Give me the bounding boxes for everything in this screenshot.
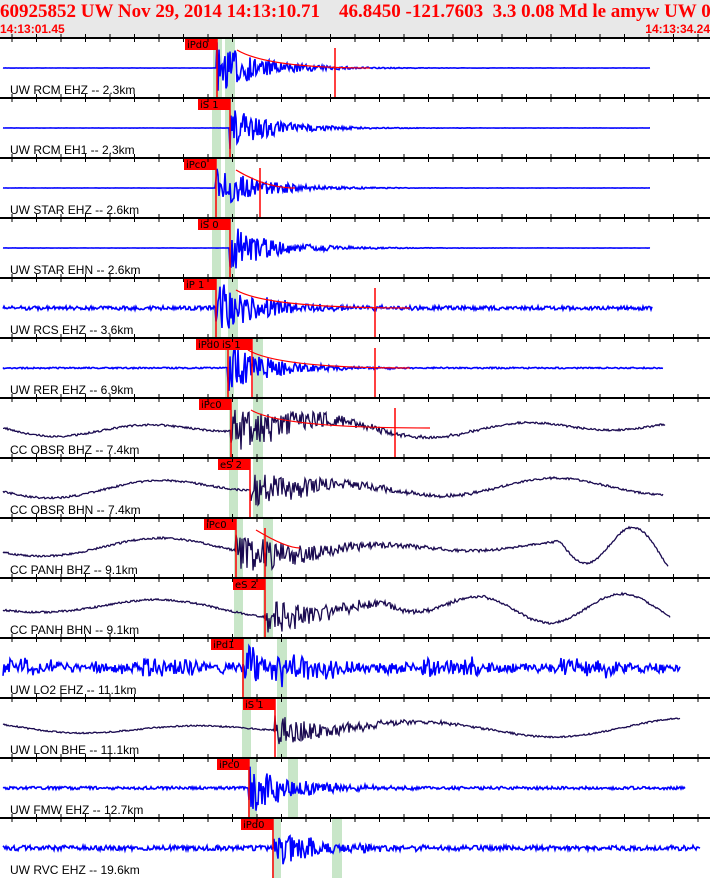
pick-label: iS 1 [222,340,241,351]
waveform-trace [2,42,651,91]
s-window [332,818,342,878]
station-label: UW STAR EHZ -- 2.6km [10,203,139,217]
station-label: UW RCM EH1 -- 2.3km [10,143,135,157]
waveform-trace [2,834,701,865]
pick-label-box [199,399,231,410]
waveform-trace [2,715,681,745]
s-window [263,578,273,638]
coda-fit-line [235,289,411,309]
p-window [234,578,243,638]
start-time: 14:13:01.45 [0,22,65,36]
station-label: CC OBSR BHZ -- 7.4km [10,443,139,457]
pick-label: iPc0 [206,520,227,531]
waveform-trace [2,344,664,391]
station-label: UW RCM EHZ -- 2.3km [10,83,135,97]
station-label: UW RCS EHZ -- 3.6km [10,323,133,337]
s-window [277,638,287,698]
coda-fit-line [236,49,371,69]
station-label: UW STAR EHN -- 2.6km [10,263,140,277]
station-label: CC OBSR BHN -- 7.4km [10,503,141,517]
pick-label: iPc0 [219,760,240,771]
station-label: CC PANH BHN -- 9.1km [10,623,139,637]
waveform-trace [2,766,686,811]
p-window [234,518,243,578]
pick-label: iPd0 [243,820,265,831]
pick-label-box [185,39,217,50]
station-label: UW LON BHE -- 11.1km [10,743,139,757]
waveform-trace [2,168,650,204]
pick-label-box [184,279,216,290]
header-bar: 60925852 UW Nov 29, 2014 14:13:10.71 46.… [0,0,710,38]
station-label: CC PANH BHZ -- 9.1km [10,563,138,577]
pick-label: iS 1 [200,100,219,111]
end-time: 14:13:34.24 [645,22,710,36]
p-window [229,398,238,458]
event-title: 60925852 UW Nov 29, 2014 14:13:10.71 46.… [0,1,710,22]
pick-label-box [241,819,273,830]
p-window [229,458,238,518]
pick-label-box [198,99,230,110]
station-label: UW RER EHZ -- 6.9km [10,383,133,397]
pick-label-box [217,759,249,770]
pick-label: iPc0 [201,400,222,411]
waveform-trace [3,409,666,450]
pick-label-box [198,219,230,230]
pick-label-box [218,459,250,470]
coda-fit-line [247,349,411,369]
waveform-trace [2,110,650,149]
pick-label-box [196,339,228,350]
pick-label: iPd0 [198,340,220,351]
pick-label-box [211,639,243,650]
pick-label-box [204,519,236,530]
waveform-trace [2,284,653,329]
s-window [253,458,263,518]
waveform-trace [2,228,651,269]
pick-label-box [184,159,216,170]
station-label: UW LO2 EHZ -- 11.1km [10,683,136,697]
station-label: UW RVC EHZ -- 19.6km [10,863,140,877]
station-label: UW FMW EHZ -- 12.7km [10,803,143,817]
pick-label-box [220,339,252,350]
pick-label: eS 2 [235,580,257,591]
pick-label: iS 0 [200,220,219,231]
pick-label-box [243,699,275,710]
waveform-trace [2,591,671,633]
waveform-trace [2,643,681,688]
pick-label: iPd0 [187,40,209,51]
pick-label: iPd1 [213,640,235,651]
pick-label: iPc0 [186,160,207,171]
pick-label: iS 1 [245,700,264,711]
coda-fit-line [255,529,301,549]
waveform-trace [2,474,664,507]
coda-fit-line [235,169,296,189]
waveform-trace [2,525,669,571]
pick-label-box [233,579,265,590]
pick-label: iP 1 [186,280,204,291]
coda-fit-line [250,409,431,429]
pick-label: eS 2 [220,460,242,471]
